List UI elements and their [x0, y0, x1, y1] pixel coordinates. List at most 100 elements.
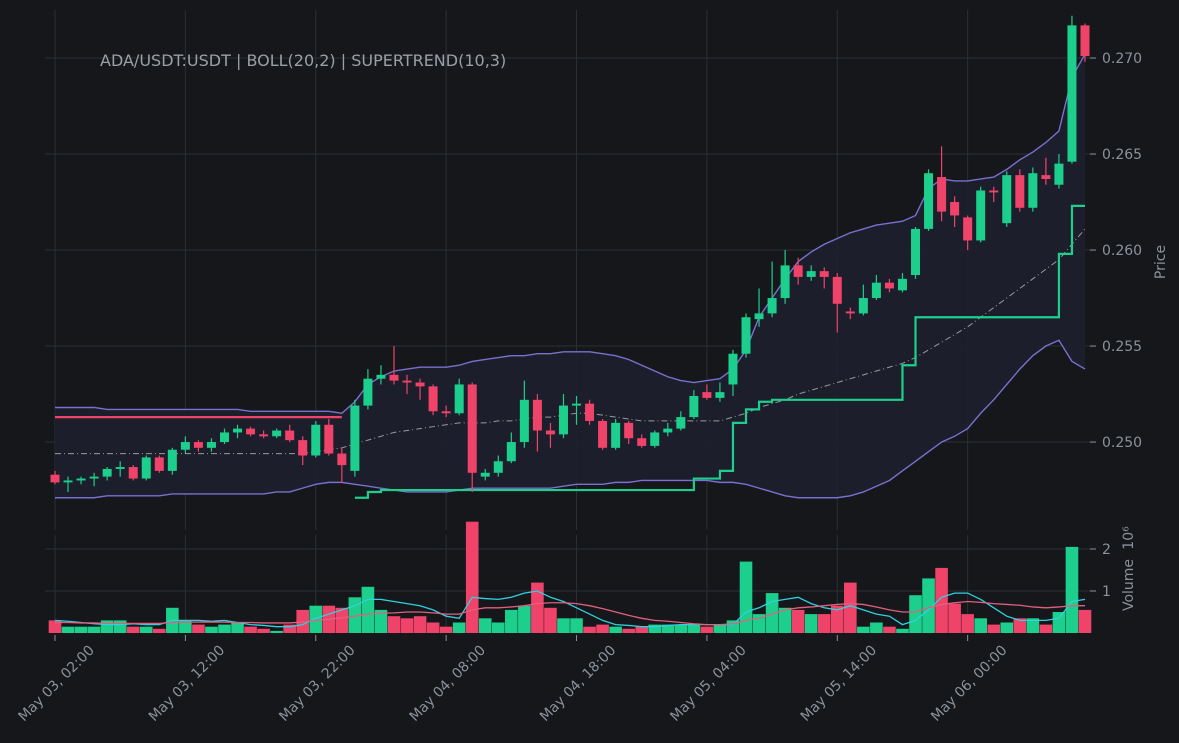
candle-body	[911, 228, 921, 275]
volume-bar	[687, 624, 701, 633]
candle-body	[989, 190, 999, 193]
candle-body	[454, 384, 464, 414]
candle-body	[246, 428, 256, 435]
volume-bar	[400, 618, 414, 633]
volume-bar	[374, 609, 388, 633]
volume-bar	[1078, 609, 1092, 633]
candle-body	[467, 384, 477, 473]
volume-bar	[518, 605, 531, 633]
candle-body	[76, 478, 86, 481]
volume-bar	[309, 605, 323, 633]
volume-bar	[622, 628, 635, 633]
candle-body	[689, 395, 699, 418]
volume-bar	[1065, 546, 1079, 633]
volume-bar	[804, 614, 818, 633]
volume-axis-label: Volume	[1121, 559, 1137, 611]
volume-bar	[922, 578, 935, 633]
volume-bar	[439, 626, 453, 633]
volume-bar	[1052, 612, 1066, 633]
volume-bar	[935, 567, 948, 633]
volume-bar	[257, 628, 270, 633]
candle-body	[624, 422, 634, 439]
candle-body	[545, 430, 555, 435]
volume-bar	[635, 626, 649, 633]
candle-body	[363, 378, 373, 406]
volume-bar	[883, 626, 896, 633]
volume-bar	[74, 626, 88, 633]
grid	[45, 10, 1096, 641]
y-tick-label: 1	[1102, 584, 1111, 600]
volume-bar	[948, 603, 961, 633]
candle-body	[519, 399, 529, 443]
bollinger-fill	[55, 54, 1085, 498]
volume-bar	[205, 626, 218, 633]
volume-bar	[778, 607, 792, 633]
candle-body	[180, 442, 190, 450]
candle-body	[728, 353, 738, 385]
candle-body	[272, 430, 282, 437]
candle-body	[506, 442, 516, 462]
y-tick-label: 0.270	[1102, 51, 1142, 67]
candle-body	[832, 276, 842, 304]
candle-body	[741, 317, 751, 354]
volume-ma-line	[54, 590, 1086, 628]
volume-bar	[452, 622, 466, 633]
y-tick-label: 2	[1102, 542, 1111, 558]
y-tick-label: 0.260	[1102, 243, 1142, 259]
candle-body	[167, 449, 177, 471]
volume-bar	[570, 618, 583, 633]
candle-body	[1015, 175, 1025, 208]
candle-body	[389, 374, 399, 381]
candle-body	[415, 382, 425, 387]
volume-bar	[48, 620, 62, 633]
volume-bar	[478, 618, 492, 633]
bollinger-upper	[55, 53, 1086, 414]
volume-bar	[844, 582, 857, 633]
chart-title: ADA/USDT:USDT | BOLL(20,2) | SUPERTREND(…	[100, 51, 506, 70]
candle-body	[428, 386, 438, 412]
volume-bar	[426, 622, 440, 633]
candle-body	[715, 392, 725, 398]
candle-body	[585, 403, 595, 421]
volume-bar	[583, 626, 596, 633]
bollinger-lower	[55, 339, 1086, 499]
candle-body	[884, 282, 894, 289]
volume-bar	[283, 624, 296, 633]
candle-body	[350, 405, 360, 471]
candle-body	[780, 265, 790, 299]
candle-body	[206, 442, 216, 448]
candle-body	[441, 411, 451, 414]
candle-body	[637, 438, 647, 446]
y-tick-label: 0.265	[1102, 147, 1142, 163]
candle-body	[963, 217, 973, 241]
volume-bar	[192, 624, 205, 633]
candle-body	[806, 271, 816, 277]
candle-body	[924, 173, 934, 229]
candle-body	[532, 399, 542, 431]
candle-body	[285, 430, 295, 441]
volume-bar	[661, 624, 675, 633]
volume-bar	[361, 586, 375, 633]
candle-body	[702, 392, 712, 398]
volume-bar	[153, 628, 166, 633]
volume-bar	[739, 561, 753, 633]
candle-body	[767, 298, 777, 314]
candle-body	[63, 480, 73, 483]
volume-bar	[870, 622, 883, 633]
candle-body	[402, 380, 412, 383]
candle-body	[663, 428, 673, 433]
candle-body	[219, 432, 229, 443]
volume-bar	[531, 582, 544, 633]
y-tick-label: 0.250	[1102, 435, 1142, 451]
volume-bar	[270, 630, 283, 633]
volume-bar	[713, 624, 727, 633]
candle-body	[193, 442, 203, 448]
candle-body	[572, 403, 582, 406]
candle-body	[115, 467, 125, 469]
candle-body	[128, 467, 138, 479]
candle-body	[259, 434, 269, 437]
volume-bar	[100, 620, 114, 633]
candle-body	[650, 432, 660, 446]
bollinger-middle	[55, 228, 1086, 455]
